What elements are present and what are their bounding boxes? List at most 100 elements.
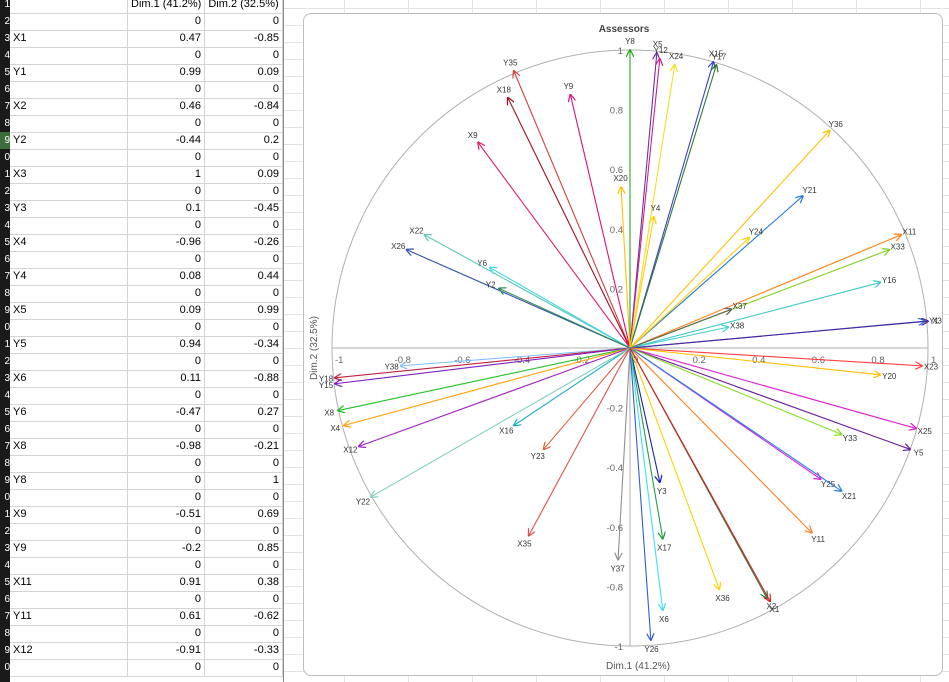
label-cell[interactable]: [10, 183, 128, 200]
dim2-cell[interactable]: 0: [205, 421, 283, 438]
label-cell[interactable]: [10, 489, 128, 506]
row-number[interactable]: 2: [4, 356, 10, 367]
dim1-cell[interactable]: 0.47: [128, 30, 205, 47]
dim2-cell[interactable]: -0.62: [205, 608, 283, 625]
dim1-cell[interactable]: -0.2: [128, 540, 205, 557]
row-number[interactable]: 1: [4, 0, 10, 10]
dim2-cell[interactable]: -0.34: [205, 336, 283, 353]
dim2-cell[interactable]: 0.99: [205, 302, 283, 319]
dim2-cell[interactable]: -0.88: [205, 370, 283, 387]
dim1-cell[interactable]: 0: [128, 251, 205, 268]
row-number[interactable]: 9: [0, 132, 10, 149]
label-cell[interactable]: [10, 523, 128, 540]
label-cell[interactable]: X2: [10, 98, 128, 115]
row-number[interactable]: 3: [4, 33, 10, 44]
dim2-cell[interactable]: 0.27: [205, 404, 283, 421]
dim1-cell[interactable]: 0: [128, 319, 205, 336]
dim2-cell[interactable]: 0: [205, 625, 283, 642]
label-cell[interactable]: [10, 47, 128, 64]
dim2-cell[interactable]: 0: [205, 387, 283, 404]
dim1-cell[interactable]: 0.08: [128, 268, 205, 285]
label-cell[interactable]: [10, 81, 128, 98]
dim1-cell[interactable]: 0: [128, 489, 205, 506]
dim2-cell[interactable]: 0: [205, 13, 283, 30]
label-cell[interactable]: Y11: [10, 608, 128, 625]
row-number[interactable]: 2: [4, 526, 10, 537]
dim2-cell[interactable]: 0.85: [205, 540, 283, 557]
label-cell[interactable]: [10, 217, 128, 234]
row-number[interactable]: 0: [4, 322, 10, 333]
label-cell[interactable]: X11: [10, 574, 128, 591]
dim1-cell[interactable]: -0.96: [128, 234, 205, 251]
dim1-cell[interactable]: 0.94: [128, 336, 205, 353]
row-number[interactable]: 6: [4, 254, 10, 265]
dim2-cell[interactable]: 0: [205, 455, 283, 472]
dim1-cell[interactable]: 0: [128, 472, 205, 489]
data-cells[interactable]: Dim.1 (41.2%) Dim.2 (32.5%) 0 0 X1 0.47 -0.85 0…: [10, 0, 284, 682]
dim1-cell[interactable]: -0.44: [128, 132, 205, 149]
label-cell[interactable]: Y8: [10, 472, 128, 489]
label-cell[interactable]: [10, 625, 128, 642]
dim2-cell[interactable]: 0.09: [205, 64, 283, 81]
label-cell[interactable]: Y5: [10, 336, 128, 353]
label-cell[interactable]: X5: [10, 302, 128, 319]
label-cell[interactable]: Y1: [10, 64, 128, 81]
dim1-cell[interactable]: 0: [128, 13, 205, 30]
label-cell[interactable]: [10, 251, 128, 268]
dim1-cell[interactable]: Dim.1 (41.2%): [128, 0, 205, 13]
dim2-cell[interactable]: 0: [205, 659, 283, 676]
dim2-cell[interactable]: 0: [205, 217, 283, 234]
row-number[interactable]: 3: [4, 203, 10, 214]
row-number[interactable]: 7: [4, 611, 10, 622]
dim1-cell[interactable]: 0: [128, 659, 205, 676]
row-number[interactable]: 2: [4, 16, 10, 27]
dim2-cell[interactable]: 0: [205, 81, 283, 98]
label-cell[interactable]: X12: [10, 642, 128, 659]
row-number[interactable]: 0: [4, 492, 10, 503]
dim2-cell[interactable]: 0: [205, 319, 283, 336]
row-number[interactable]: 7: [4, 101, 10, 112]
dim1-cell[interactable]: 0: [128, 115, 205, 132]
row-number[interactable]: 1: [4, 169, 10, 180]
dim2-cell[interactable]: -0.21: [205, 438, 283, 455]
dim1-cell[interactable]: 0: [128, 353, 205, 370]
row-number[interactable]: 7: [4, 271, 10, 282]
row-number[interactable]: 3: [4, 543, 10, 554]
label-cell[interactable]: [10, 13, 128, 30]
row-number[interactable]: 9: [4, 475, 10, 486]
dim1-cell[interactable]: 0: [128, 387, 205, 404]
row-number[interactable]: 8: [4, 118, 10, 129]
dim2-cell[interactable]: -0.84: [205, 98, 283, 115]
dim1-cell[interactable]: -0.98: [128, 438, 205, 455]
label-cell[interactable]: [10, 285, 128, 302]
dim2-cell[interactable]: 0.69: [205, 506, 283, 523]
label-cell[interactable]: Y4: [10, 268, 128, 285]
label-cell[interactable]: [10, 115, 128, 132]
row-number[interactable]: 0: [4, 152, 10, 163]
label-cell[interactable]: [10, 319, 128, 336]
dim1-cell[interactable]: -0.51: [128, 506, 205, 523]
row-number[interactable]: 4: [4, 220, 10, 231]
dim2-cell[interactable]: 0: [205, 251, 283, 268]
dim2-cell[interactable]: 0: [205, 285, 283, 302]
dim1-cell[interactable]: 0: [128, 47, 205, 64]
dim2-cell[interactable]: -0.33: [205, 642, 283, 659]
dim1-cell[interactable]: 0: [128, 455, 205, 472]
dim1-cell[interactable]: 1: [128, 166, 205, 183]
row-number[interactable]: 2: [4, 186, 10, 197]
dim2-cell[interactable]: 0.2: [205, 132, 283, 149]
row-number[interactable]: 7: [4, 441, 10, 452]
dim1-cell[interactable]: 0: [128, 591, 205, 608]
dim2-cell[interactable]: 0.38: [205, 574, 283, 591]
row-number[interactable]: 9: [4, 645, 10, 656]
dim1-cell[interactable]: -0.91: [128, 642, 205, 659]
label-cell[interactable]: [10, 659, 128, 676]
dim1-cell[interactable]: 0.91: [128, 574, 205, 591]
label-cell[interactable]: Y9: [10, 540, 128, 557]
label-cell[interactable]: Y3: [10, 200, 128, 217]
dim2-cell[interactable]: 0: [205, 149, 283, 166]
label-cell[interactable]: [10, 0, 128, 13]
dim2-cell[interactable]: 0: [205, 47, 283, 64]
dim1-cell[interactable]: 0: [128, 421, 205, 438]
row-number[interactable]: 0: [4, 662, 10, 673]
